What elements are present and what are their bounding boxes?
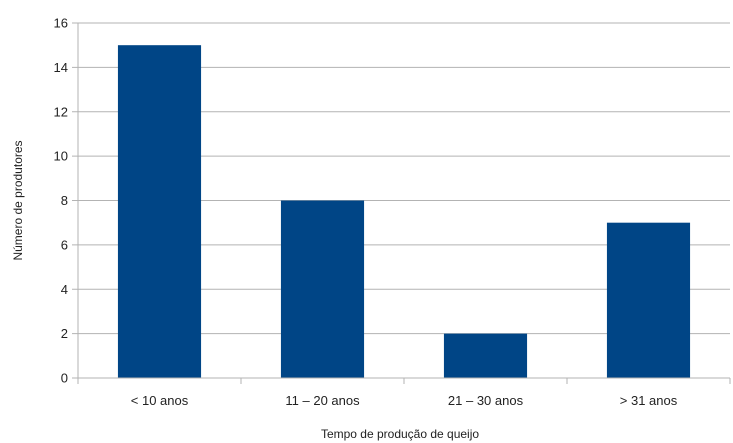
y-tick-label: 6 <box>61 237 68 252</box>
y-axis-title: Número de produtores <box>11 140 25 260</box>
axes <box>72 22 731 384</box>
bar <box>443 333 528 378</box>
bar <box>606 222 691 378</box>
y-tick-label: 8 <box>61 193 68 208</box>
y-tick-label: 0 <box>61 371 68 386</box>
bar <box>280 200 365 378</box>
bar <box>117 45 202 378</box>
x-tick-label: 11 – 20 anos <box>285 393 360 408</box>
x-tick-label: 21 – 30 anos <box>448 393 524 408</box>
tick-labels: 0 2 4 6 8 10 12 14 16 < 10 anos 11 – 20 anos 21 – 3… <box>54 16 678 409</box>
bars <box>117 45 691 378</box>
x-tick-label: > 31 anos <box>620 393 678 408</box>
y-tick-label: 14 <box>54 60 68 75</box>
x-tick-label: < 10 anos <box>131 393 189 408</box>
y-tick-label: 16 <box>54 16 68 31</box>
x-axis-title: Tempo de produção de queijo <box>321 427 479 441</box>
y-tick-label: 10 <box>54 149 68 164</box>
y-tick-label: 2 <box>61 326 68 341</box>
y-tick-label: 12 <box>54 104 68 119</box>
y-tick-label: 4 <box>61 282 68 297</box>
